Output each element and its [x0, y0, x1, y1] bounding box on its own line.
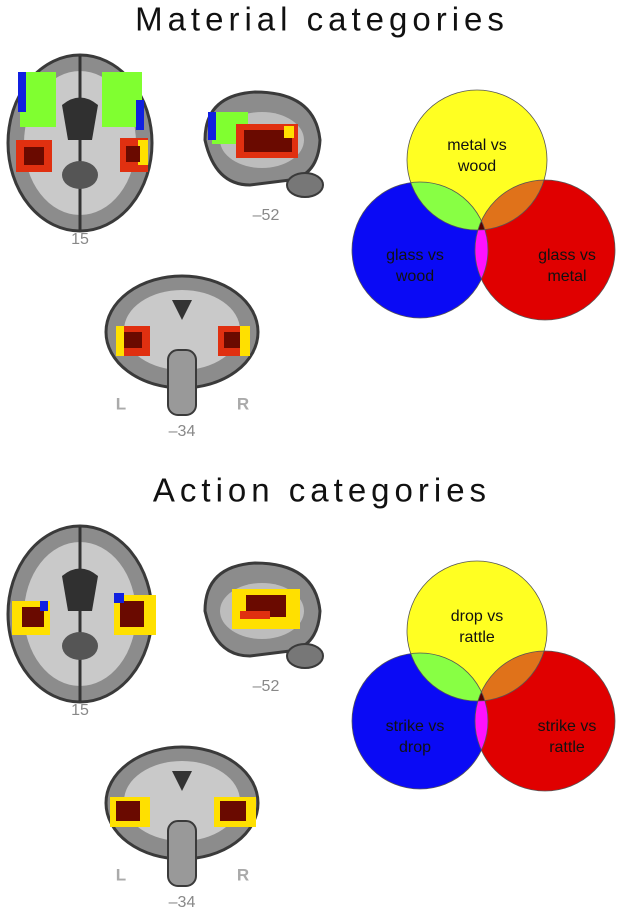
slice-label: –52: [253, 678, 280, 695]
figure: Material categories 15 –52 L R –34 metal vs woo…: [0, 0, 621, 909]
slice-label: 15: [71, 702, 89, 719]
sagittal-slice: [205, 563, 323, 668]
axial-slice: [8, 526, 156, 702]
panel: Material categories 15 –52 L R –34 metal vs woo…: [8, 1, 615, 441]
venn-label: wood: [457, 158, 496, 175]
activation: [220, 801, 246, 821]
activation: [114, 593, 124, 603]
panel-title: Material categories: [135, 1, 509, 38]
venn-label: wood: [395, 268, 434, 285]
side-label: L: [116, 865, 126, 884]
activation: [136, 100, 144, 130]
axial-slice: [8, 55, 152, 231]
activation: [18, 72, 26, 112]
venn-label: drop vs: [451, 608, 503, 625]
slice-label: 15: [71, 231, 89, 248]
activation: [224, 332, 240, 348]
sagittal-slice: [205, 92, 323, 197]
side-label: R: [237, 865, 249, 884]
activation: [116, 326, 124, 356]
side-label: R: [237, 394, 249, 413]
activation: [116, 801, 140, 821]
venn-label: metal: [547, 268, 586, 285]
venn-diagram: drop vs rattle strike vs drop strike vs rattl…: [352, 561, 615, 791]
venn-diagram: metal vs wood glass vs wood glass vs metal: [352, 90, 615, 320]
slice-label: –52: [253, 207, 280, 224]
venn-label: strike vs: [386, 718, 445, 735]
slice-label: –34: [169, 423, 196, 440]
activation: [120, 601, 144, 627]
activation: [208, 112, 216, 140]
activation: [240, 326, 250, 356]
side-label: L: [116, 394, 126, 413]
venn-label: glass vs: [386, 247, 444, 264]
venn-label: rattle: [459, 629, 495, 646]
venn-label: rattle: [549, 739, 585, 756]
activation: [240, 611, 270, 619]
slice-label: –34: [169, 894, 196, 909]
activation: [284, 126, 294, 138]
activation: [24, 147, 44, 165]
venn-label: drop: [399, 739, 431, 756]
activation: [124, 332, 142, 348]
coronal-slice: [106, 276, 258, 415]
panel: Action categories 15 –52 L R –34 drop vs rattle…: [8, 472, 615, 909]
venn-label: glass vs: [538, 247, 596, 264]
coronal-slice: [106, 747, 258, 886]
activation: [126, 146, 140, 162]
venn-label: strike vs: [538, 718, 597, 735]
panel-title: Action categories: [153, 472, 491, 509]
venn-label: metal vs: [447, 137, 507, 154]
activation: [40, 601, 48, 611]
